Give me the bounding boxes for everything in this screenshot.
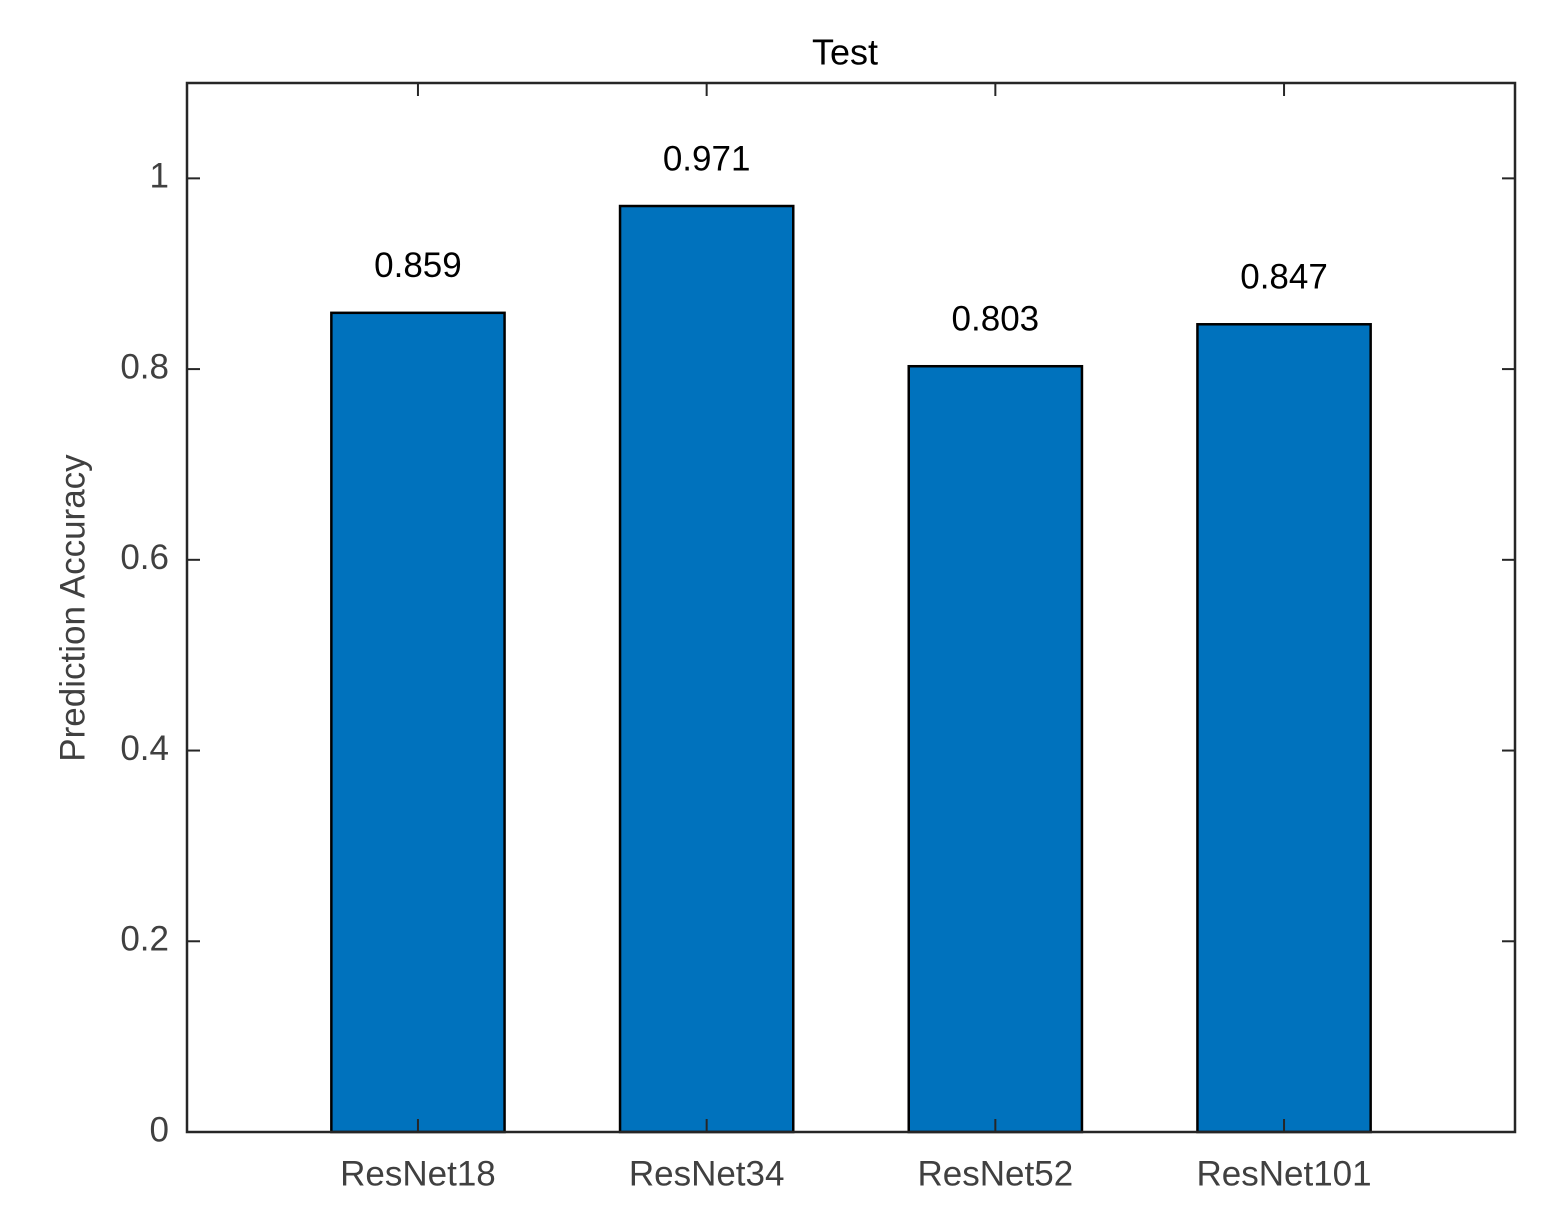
y-tick-label: 0.2 (120, 920, 169, 959)
value-label: 0.847 (1240, 258, 1328, 297)
chart-title: Test (812, 32, 878, 73)
bar (907, 364, 1084, 1134)
value-label: 0.859 (374, 246, 462, 285)
y-tick-label: 0 (150, 1110, 169, 1149)
value-label: 0.803 (952, 299, 1040, 338)
x-tick-label: ResNet34 (629, 1154, 785, 1193)
value-label: 0.971 (663, 139, 751, 178)
x-tick-label: ResNet52 (918, 1154, 1074, 1193)
y-tick-label: 0.8 (120, 347, 169, 386)
y-tick-label: 1 (150, 157, 169, 196)
axes-box (185, 81, 1517, 1134)
y-tick-label: 0.4 (120, 729, 169, 768)
x-tick-label: ResNet101 (1196, 1154, 1371, 1193)
y-tick-label: 0.6 (120, 538, 169, 577)
y-axis-label: Prediction Accuracy (53, 454, 92, 762)
bar (330, 311, 506, 1134)
x-tick-label: ResNet18 (340, 1154, 496, 1193)
bar (618, 204, 795, 1134)
bar (1196, 323, 1372, 1134)
